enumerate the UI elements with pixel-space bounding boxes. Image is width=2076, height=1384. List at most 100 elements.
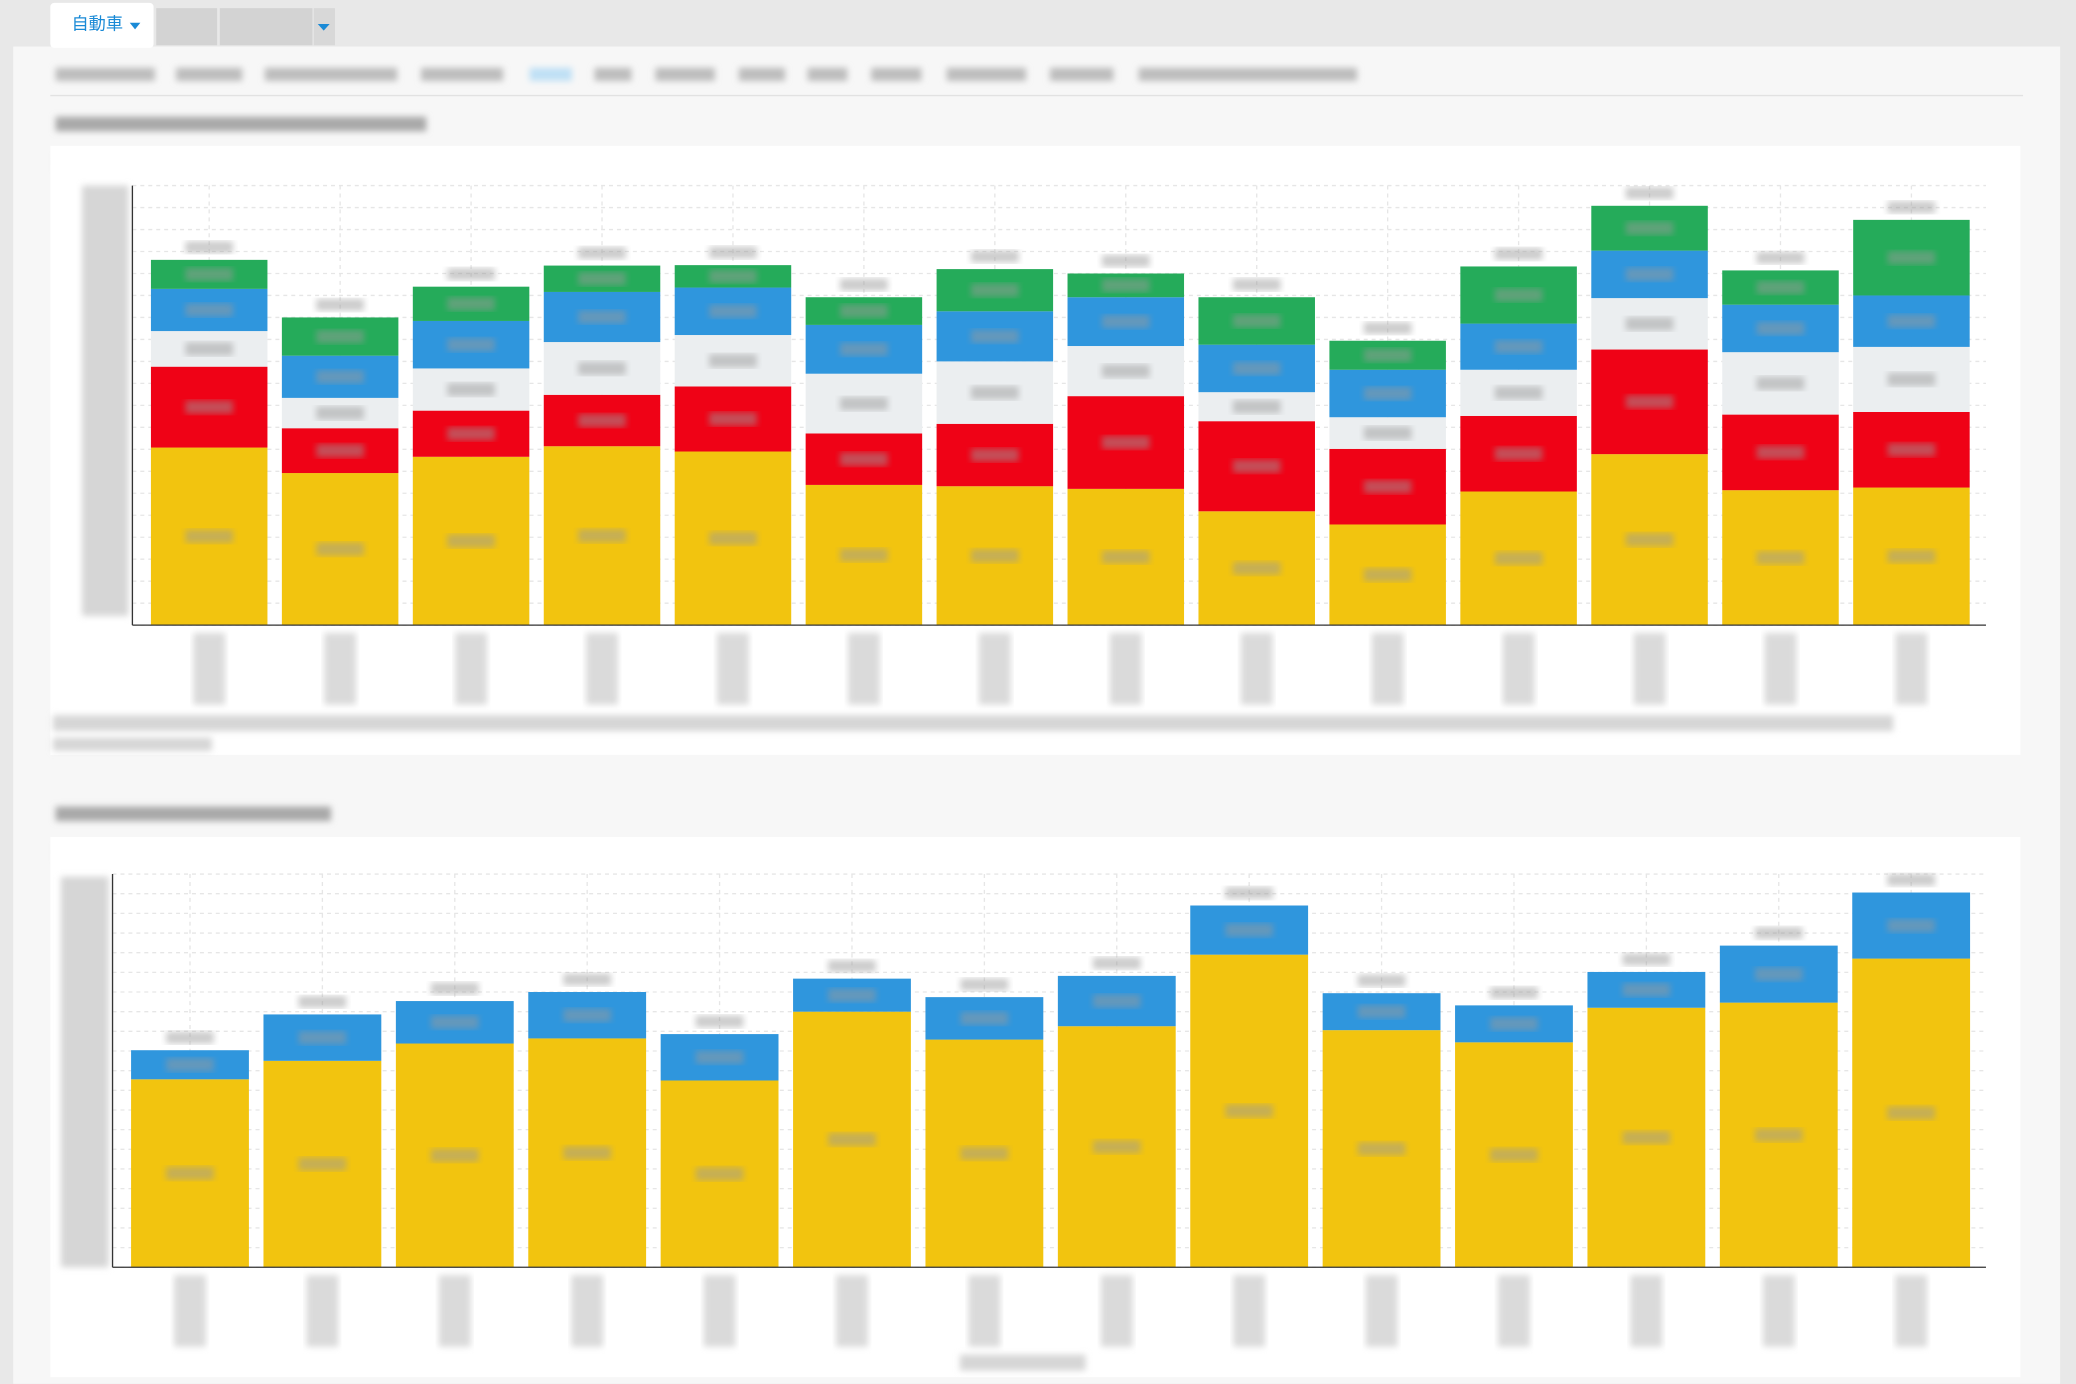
blurred-category-label (1498, 1275, 1530, 1347)
blurred-value-label (709, 304, 757, 318)
tab-menu-caret (317, 24, 330, 31)
blurred-category-label (703, 1275, 736, 1347)
blurred-value-label (447, 338, 495, 352)
blurred-value-label (316, 542, 364, 556)
blurred-value-label (709, 412, 757, 426)
blurred-value-label (1494, 340, 1543, 354)
blurred-value-label (430, 1015, 479, 1029)
blurred-category-label (978, 633, 1011, 705)
blurred-total-label (971, 250, 1019, 263)
blurred-value-label (1494, 447, 1543, 461)
blurred-category-label (586, 633, 618, 705)
blurred-value-label (1756, 551, 1805, 565)
blurred-total-label (316, 298, 364, 311)
blurred-category-label (1502, 633, 1535, 705)
blurred-value-label (316, 370, 364, 384)
blurred-value-label (1363, 480, 1412, 494)
blurred-value-label (1887, 251, 1936, 265)
blurred-value-label (447, 534, 495, 548)
blurred-category-label (1762, 1275, 1795, 1347)
blurred-category-label (571, 1275, 604, 1347)
blurred-value-label (1625, 317, 1674, 331)
blurred-total-label (1754, 927, 1803, 939)
blurred-value-label (1232, 459, 1281, 473)
tab-active[interactable] (50, 2, 154, 48)
blurred-value-label (1625, 533, 1674, 547)
blurred-value-label (316, 444, 364, 458)
blurred-value-label (1887, 314, 1936, 328)
blurred-total-label (166, 1031, 214, 1044)
blurred-value-label (971, 329, 1019, 343)
tab[interactable] (156, 8, 218, 46)
blurred-total-label (185, 241, 234, 254)
blurred-value-label (695, 1167, 744, 1181)
blurred-category-label (455, 633, 487, 705)
blurred-category-label (1630, 1275, 1663, 1347)
blurred-total-label (1756, 251, 1805, 264)
blurred-value-label (1232, 400, 1281, 414)
blurred-axis (52, 185, 1894, 1371)
blurred-value-label (960, 1011, 1009, 1025)
blurred-total-label (960, 978, 1009, 991)
blurred-total-label (1490, 986, 1538, 999)
blurred-value-label (1101, 278, 1150, 292)
blurred-value-label (1092, 1140, 1141, 1154)
blurred-total-label (1625, 187, 1674, 200)
blurred-value-label (447, 427, 495, 441)
blurred-total-label (709, 246, 757, 259)
blurred-category-label (1371, 633, 1404, 705)
blurred-value-label (1494, 551, 1543, 565)
blurred-value-label (1625, 395, 1674, 409)
blurred-value-label (447, 382, 495, 397)
blurred-value-label (1363, 348, 1412, 362)
blurred-value-label (298, 1031, 347, 1045)
blurred-category-label (306, 1275, 339, 1347)
blurred-value-label (447, 297, 495, 311)
blurred-value-label (1357, 1142, 1406, 1156)
blurred-value-label (1092, 994, 1141, 1008)
blurred-value-label (828, 1132, 876, 1147)
tab[interactable] (219, 8, 313, 46)
blurred-value-label (1232, 314, 1281, 328)
blurred-total-label (298, 995, 347, 1008)
blurred-value-label (578, 361, 626, 376)
blurred-category-label (193, 633, 226, 705)
blurred-value-label (1494, 288, 1543, 302)
blurred-value-label (316, 406, 364, 420)
blurred-value-label (1232, 361, 1281, 376)
blurred-category-label (1895, 1275, 1928, 1347)
blurred-value-label (298, 1157, 347, 1171)
blurred-total-label (1622, 953, 1671, 966)
blurred-category-label (174, 1275, 206, 1347)
blurred-value-label (1101, 435, 1150, 450)
blurred-value-label (185, 529, 234, 543)
blurred-total-label (1887, 873, 1935, 886)
blurred-category-label (968, 1275, 1001, 1347)
blurred-value-label (709, 269, 757, 283)
blurred-total-label (828, 960, 876, 973)
blurred-value-label (1625, 267, 1674, 281)
blurred-value-label (1101, 364, 1150, 378)
blurred-total-label (1225, 886, 1274, 899)
blurred-total-label (578, 247, 626, 259)
tab-label[interactable]: 自動車 (71, 14, 123, 34)
blurred-value-label (563, 1146, 612, 1160)
blurred-value-label (1756, 321, 1805, 336)
blurred-value-label (578, 310, 626, 324)
blurred-category-label (438, 1275, 471, 1347)
blurred-value-label (1225, 1104, 1274, 1118)
blurred-category-label (717, 633, 749, 705)
blurred-value-label (960, 1146, 1009, 1161)
blurred-value-label (1887, 918, 1935, 933)
blurred-category-label (1100, 1275, 1133, 1347)
blurred-category-label (1633, 633, 1666, 705)
blurred-value-label (971, 283, 1019, 297)
blurred-value-label (1756, 445, 1805, 460)
blurred-value-label (578, 529, 626, 543)
tab-caret (129, 22, 141, 30)
blurred-value-label (1756, 376, 1805, 391)
blurred-total-label (1887, 201, 1936, 214)
blurred-total-label (1494, 247, 1543, 260)
